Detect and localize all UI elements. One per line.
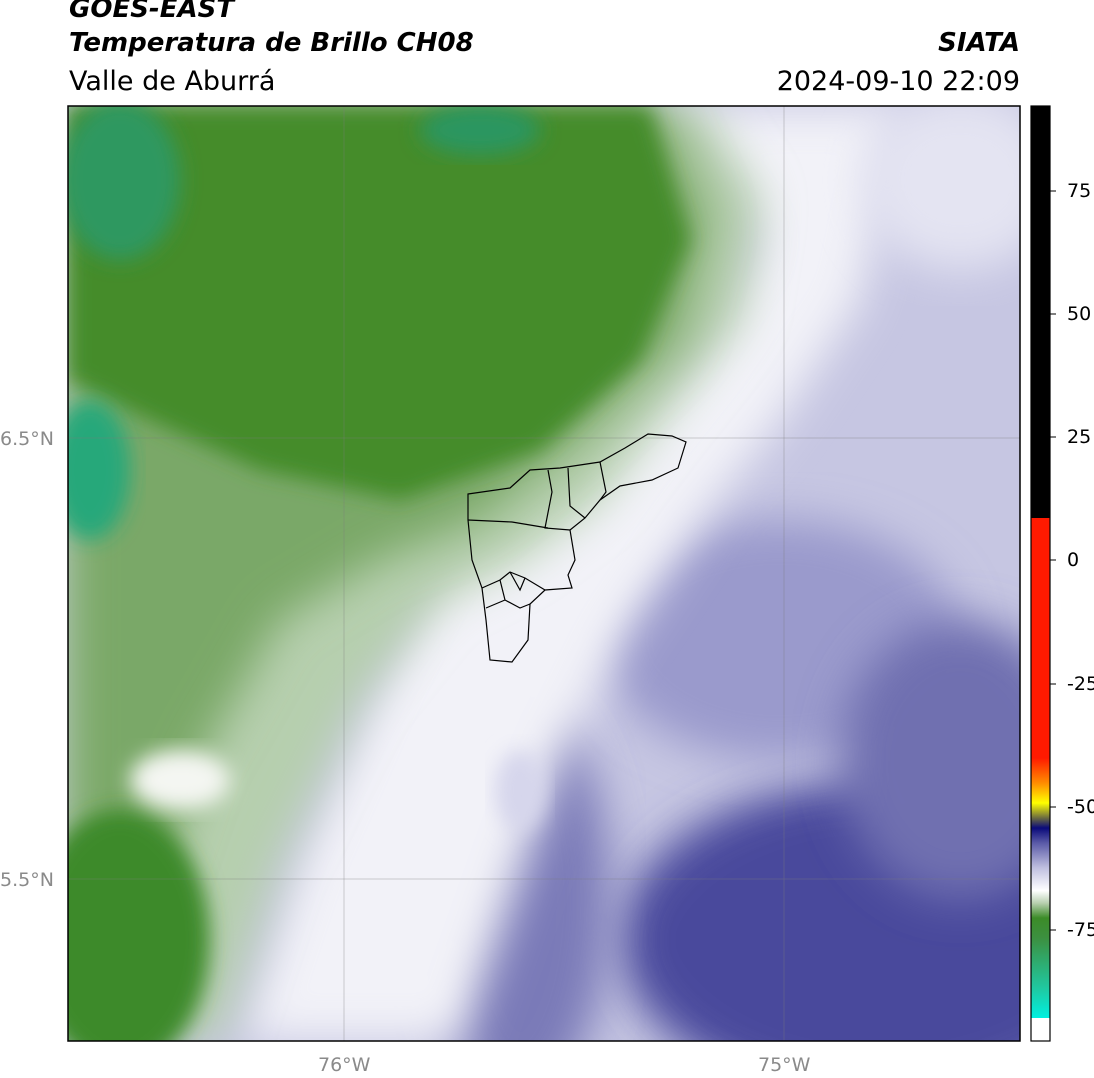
lat-label-6-5: 6.5°N [0,428,54,450]
product-title: Temperatura de Brillo CH08 [69,28,474,58]
brightness-temperature-field [68,106,1020,1041]
lon-label-76w: 76°W [318,1054,371,1076]
lon-label-75w: 75°W [758,1054,811,1076]
colorbar-tick-50: 50 [1067,303,1092,325]
colorbar-tick-25: 25 [1067,426,1092,448]
colorbar-tick-minus-75: -75 [1067,919,1094,941]
colorbar [1030,105,1056,1042]
agency-title: SIATA [938,28,1020,58]
municipality-boundaries [467,433,687,663]
satellite-title: GOES-EAST [69,0,235,24]
region-title: Valle de Aburrá [69,66,276,97]
map-frame [67,105,1021,1042]
timestamp-title: 2024-09-10 22:09 [776,66,1020,97]
graticule [68,106,1020,1041]
colorbar-tick-75: 75 [1067,180,1092,202]
colorbar-tick-minus-50: -50 [1067,796,1094,818]
lat-label-5-5: 5.5°N [0,869,54,891]
colorbar-tick-minus-25: -25 [1067,673,1094,695]
colorbar-tick-0: 0 [1067,549,1080,571]
